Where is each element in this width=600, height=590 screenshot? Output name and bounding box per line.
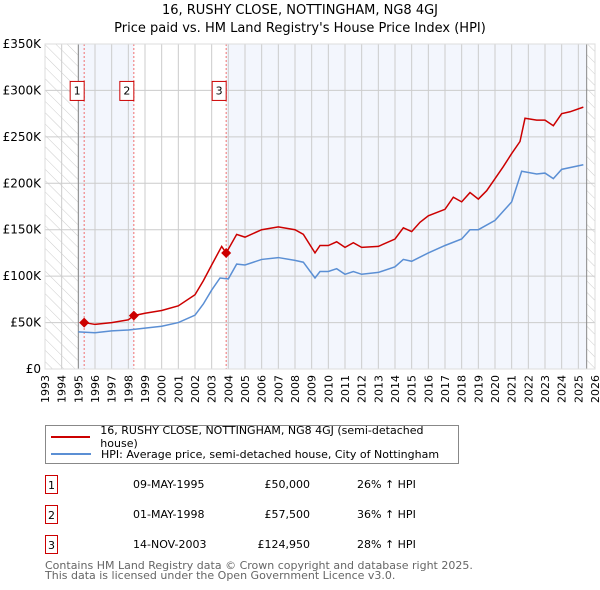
chart-title: 16, RUSHY CLOSE, NOTTINGHAM, NG8 4GJ xyxy=(161,3,439,18)
footer-licence: This data is licensed under the Open Gov… xyxy=(45,569,396,582)
sale-point xyxy=(221,247,232,258)
plot-border xyxy=(44,43,596,370)
sale-label-box xyxy=(211,80,227,101)
y-tick-label: £200K xyxy=(3,176,43,190)
x-tick-label: 2018 xyxy=(456,375,469,403)
x-tick-label: 1993 xyxy=(39,375,52,403)
legend-blue-line xyxy=(51,453,91,455)
x-tick-label: 2006 xyxy=(256,375,269,403)
transaction-price: £124,950 xyxy=(257,538,311,551)
y-tick-label: £300K xyxy=(3,83,43,97)
y-tick-label: £250K xyxy=(3,130,43,144)
transaction-marker: 1 xyxy=(45,475,58,494)
x-tick-label: 2026 xyxy=(589,375,600,403)
transaction-marker: 2 xyxy=(45,505,58,524)
footer: Contains HM Land Registry data © Crown c… xyxy=(45,559,473,582)
x-tick-label: 1997 xyxy=(106,375,119,403)
sale-point xyxy=(79,317,90,328)
sale-label: 2 xyxy=(123,84,130,97)
x-tick-label: 2003 xyxy=(206,375,219,403)
series-line xyxy=(84,106,584,326)
transaction-date: 09-MAY-1995 xyxy=(133,478,205,491)
legend: 16, RUSHY CLOSE, NOTTINGHAM, NG8 4GJ (se… xyxy=(45,424,459,464)
x-tick-label: 1996 xyxy=(89,375,102,403)
transaction-hpi: 36% ↑ HPI xyxy=(357,508,416,521)
legend-red-line xyxy=(51,436,91,438)
x-tick-label: 2022 xyxy=(522,375,535,403)
chart-subtitle: Price paid vs. HM Land Registry's House … xyxy=(114,21,486,36)
x-tick-label: 2021 xyxy=(506,375,519,403)
footer-copyright: Contains HM Land Registry data © Crown c… xyxy=(45,559,473,572)
x-tick-label: 2010 xyxy=(322,375,335,403)
legend-label-property: 16, RUSHY CLOSE, NOTTINGHAM, NG8 4GJ (se… xyxy=(100,424,424,450)
transaction-price: £57,500 xyxy=(264,508,311,521)
x-tick-label: 2016 xyxy=(422,375,435,403)
x-tick-label: 2007 xyxy=(272,375,285,403)
x-tick-label: 2009 xyxy=(306,375,319,403)
x-tick-label: 2008 xyxy=(289,375,302,403)
sale-label-box xyxy=(119,80,135,101)
x-tick-label: 2004 xyxy=(222,375,235,403)
x-tick-label: 2005 xyxy=(239,375,252,403)
x-tick-label: 2011 xyxy=(339,375,352,403)
transaction-hpi: 26% ↑ HPI xyxy=(357,478,416,491)
transaction-row: 1 09-MAY-1995 £50,000 26% ↑ HPI xyxy=(45,475,465,495)
shade-band xyxy=(226,44,587,369)
x-tick-label: 1998 xyxy=(122,375,135,403)
sale-point xyxy=(128,310,139,321)
x-tick-label: 2015 xyxy=(406,375,419,403)
x-tick-label: 2012 xyxy=(356,375,369,403)
x-tick-label: 2019 xyxy=(472,375,485,403)
price-chart: 1993 1994 1995 1996 1997 1998 1999 2000 2001 2002… xyxy=(3,37,600,403)
x-tick-label: 2023 xyxy=(539,375,552,403)
x-tick-label: 2020 xyxy=(489,375,502,403)
x-tick-label: 2000 xyxy=(156,375,169,403)
y-tick-label: £0 xyxy=(26,362,41,376)
x-tick-label: 2013 xyxy=(372,375,385,403)
transaction-date: 01-MAY-1998 xyxy=(133,508,205,521)
sale-label: 1 xyxy=(74,84,81,97)
x-tick-label: 1999 xyxy=(139,375,152,403)
transaction-row: 2 01-MAY-1998 £57,500 36% ↑ HPI xyxy=(45,505,465,525)
x-tick-label: 2002 xyxy=(189,375,202,403)
sale-label-box xyxy=(69,80,85,101)
x-tick-label: 2014 xyxy=(389,375,402,403)
transaction-price: £50,000 xyxy=(264,478,311,491)
series-line xyxy=(78,163,584,334)
sale-label: 3 xyxy=(216,84,223,97)
x-tick-label: 1995 xyxy=(72,375,85,403)
transaction-hpi: 28% ↑ HPI xyxy=(357,538,416,551)
transaction-marker: 3 xyxy=(45,535,58,554)
x-tick-label: 2017 xyxy=(439,375,452,403)
transaction-row: 3 14-NOV-2003 £124,950 28% ↑ HPI xyxy=(45,535,465,555)
hatch-region xyxy=(586,44,595,369)
x-tick-label: 1994 xyxy=(56,375,69,403)
x-tick-label: 2001 xyxy=(172,375,185,403)
transaction-date: 14-NOV-2003 xyxy=(133,538,207,551)
x-tick-label: 2024 xyxy=(556,375,569,403)
legend-label-hpi: HPI: Average price, semi-detached house,… xyxy=(101,447,440,461)
y-tick-label: £150K xyxy=(3,223,43,237)
x-tick-label: 2025 xyxy=(572,375,585,403)
y-tick-label: £100K xyxy=(3,269,43,283)
y-tick-label: £50K xyxy=(10,316,42,330)
y-tick-label: £350K xyxy=(3,37,43,51)
